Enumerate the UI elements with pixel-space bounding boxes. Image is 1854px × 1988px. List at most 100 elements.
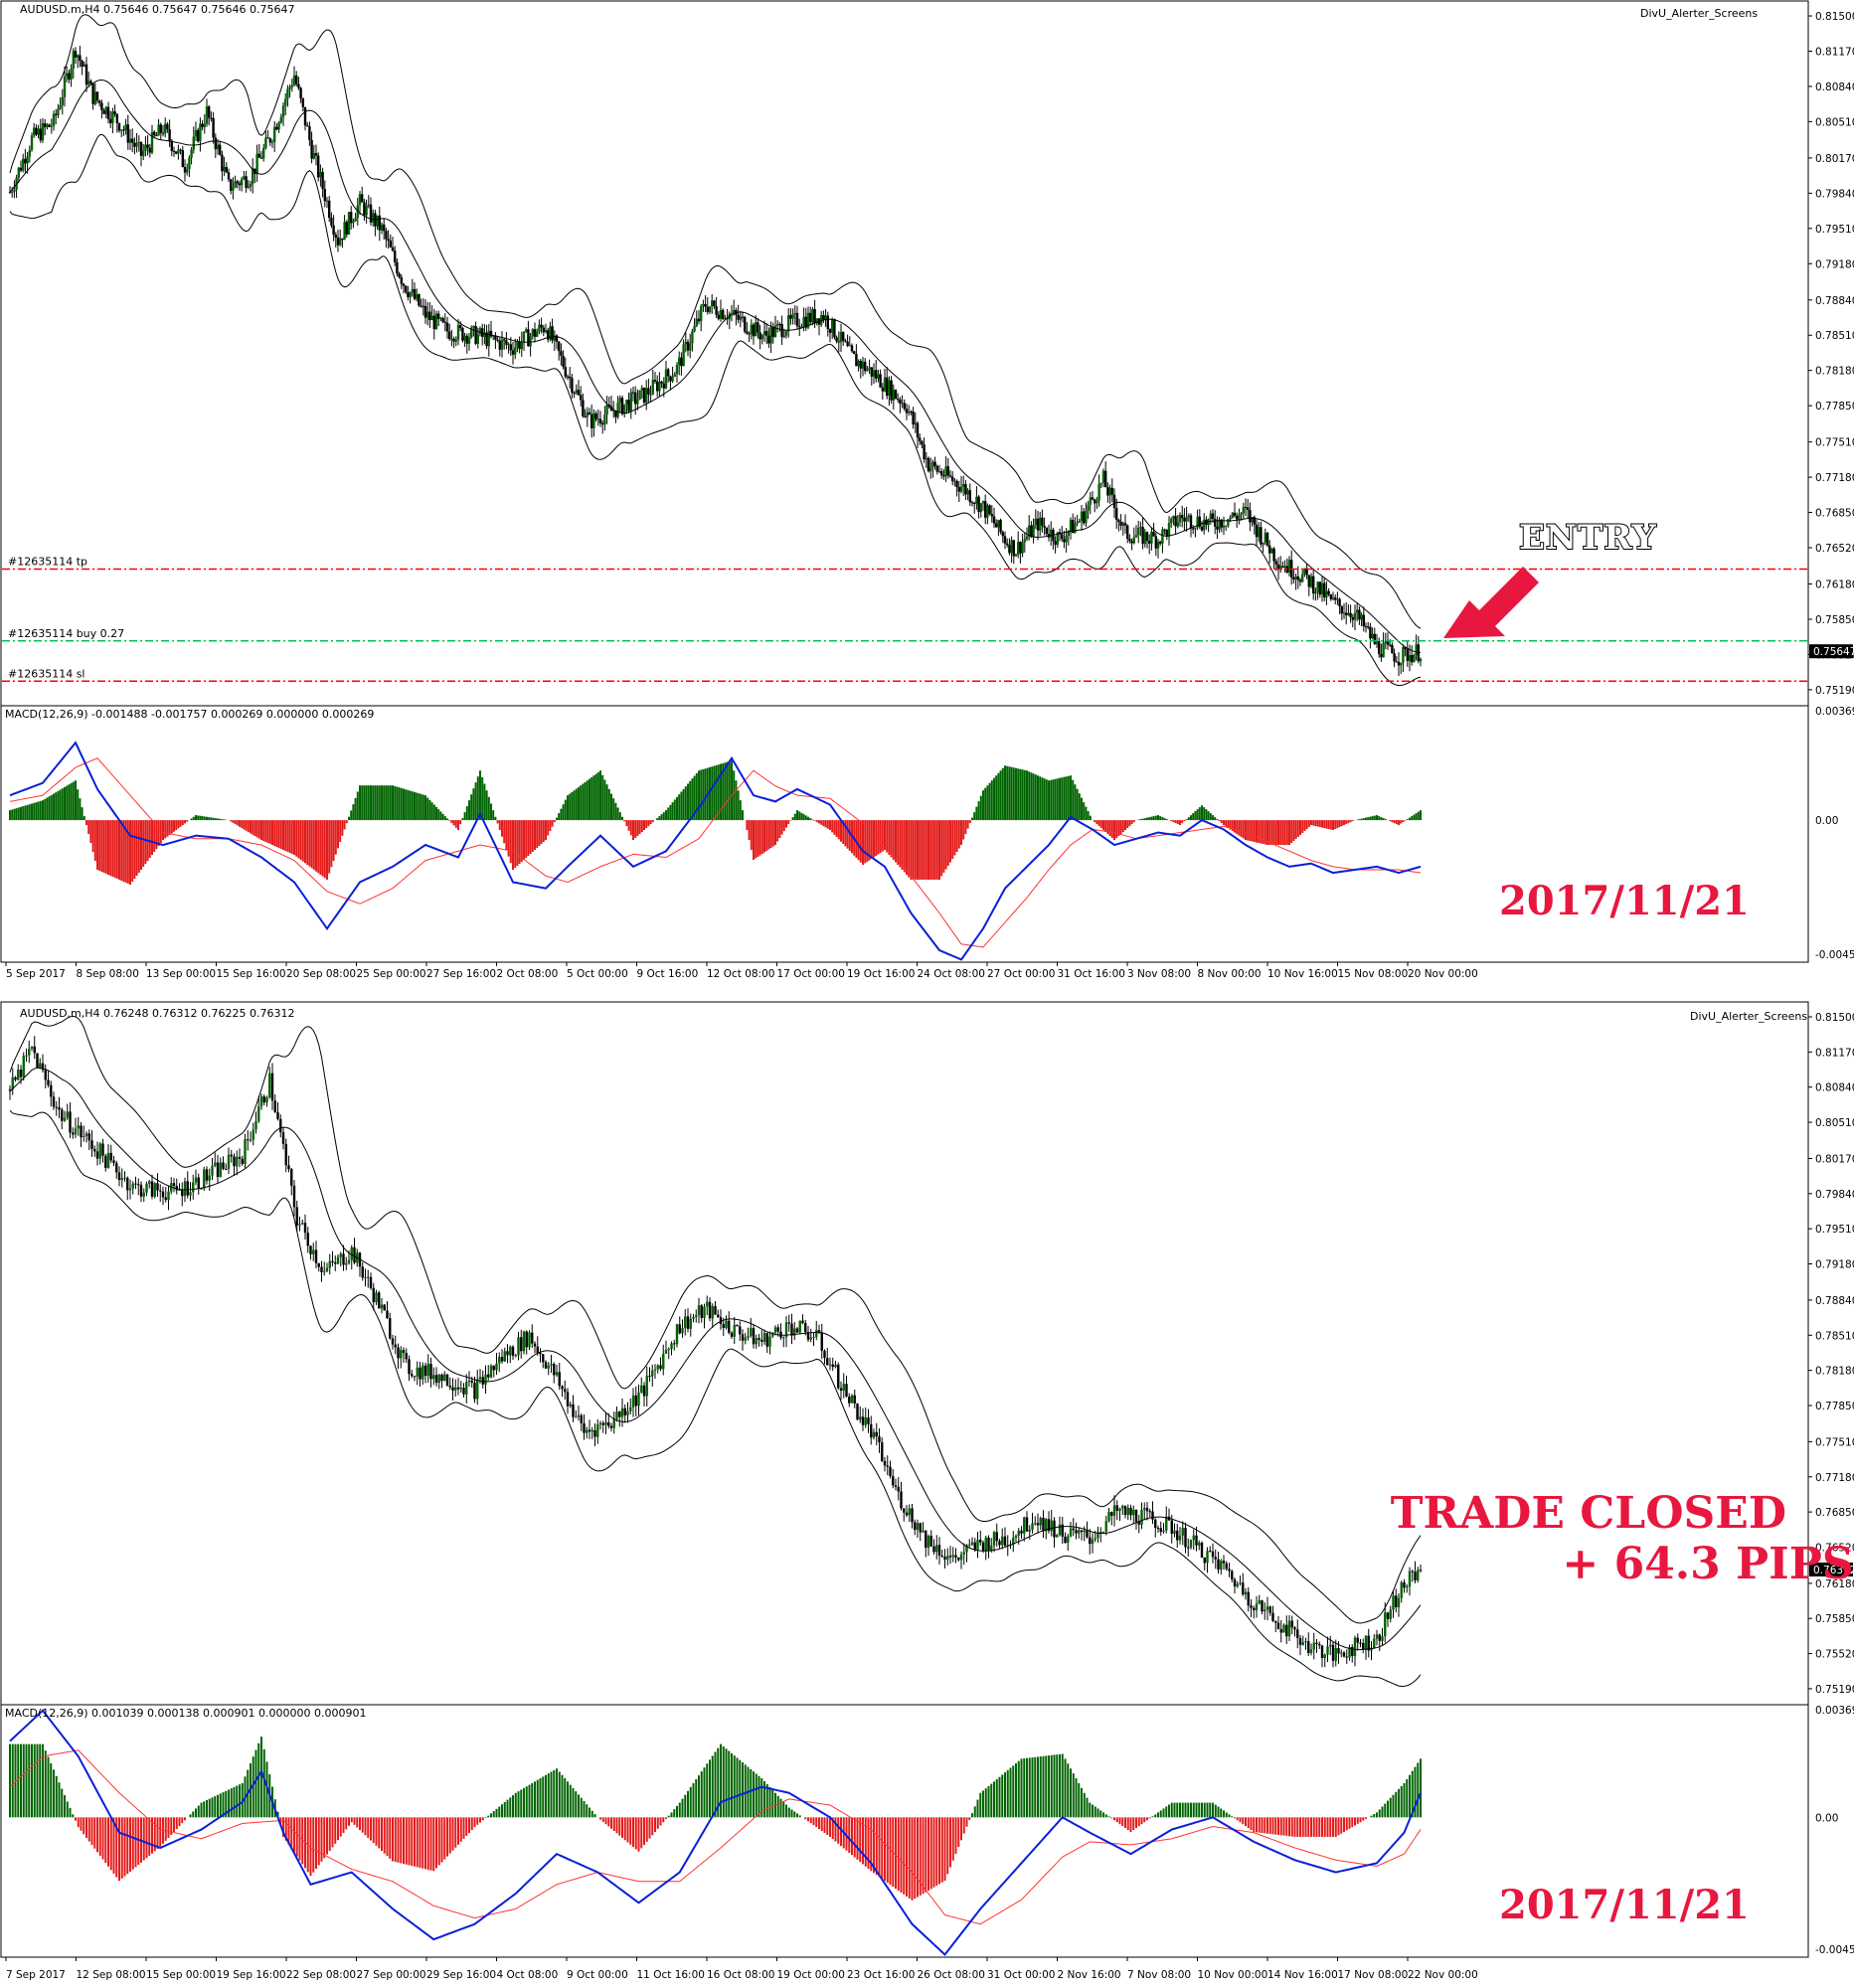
candle-body bbox=[394, 1344, 397, 1348]
candle-body bbox=[1006, 543, 1009, 546]
candle-body bbox=[98, 1143, 101, 1159]
candle-body bbox=[773, 1327, 777, 1333]
candle-body bbox=[875, 370, 878, 379]
candle-body bbox=[387, 239, 390, 242]
candle-body bbox=[744, 1337, 747, 1341]
candle-body bbox=[1338, 598, 1341, 606]
macd-tick-label: 0.003692 bbox=[1815, 1705, 1854, 1717]
candle-body bbox=[828, 328, 832, 333]
candle-body bbox=[1233, 1578, 1237, 1586]
candle-body bbox=[1268, 1606, 1271, 1613]
candle-body bbox=[1329, 1644, 1332, 1647]
candle-body bbox=[1181, 1528, 1184, 1536]
candle-body bbox=[1178, 514, 1182, 523]
candle-body bbox=[1231, 512, 1234, 518]
candle-body bbox=[1359, 1642, 1362, 1644]
candle-body bbox=[992, 1532, 996, 1546]
candle-body bbox=[828, 1364, 832, 1366]
entry-annotation: ENTRY bbox=[1519, 518, 1657, 558]
candle-body bbox=[328, 200, 331, 219]
candle-body bbox=[1413, 654, 1416, 663]
candle-body bbox=[986, 505, 989, 518]
candle-body bbox=[514, 347, 517, 355]
candle-body bbox=[434, 313, 438, 330]
candle-body bbox=[1406, 1586, 1409, 1588]
candle-body bbox=[1134, 535, 1138, 538]
candle-body bbox=[1393, 653, 1396, 662]
candle-body bbox=[857, 361, 860, 367]
candle-body bbox=[908, 411, 911, 414]
candle-body bbox=[1010, 540, 1013, 554]
candle-body bbox=[711, 1305, 714, 1319]
candle-body bbox=[1222, 525, 1226, 528]
candle-body bbox=[41, 123, 45, 141]
candle-body bbox=[13, 189, 16, 192]
candle-body bbox=[456, 324, 460, 340]
candle-body bbox=[30, 135, 34, 150]
candle-body bbox=[430, 315, 433, 321]
candle-body bbox=[131, 1183, 134, 1189]
candle-body bbox=[616, 403, 619, 417]
candle-body bbox=[765, 1333, 768, 1347]
candle-body bbox=[245, 176, 248, 188]
candle-body bbox=[623, 1408, 626, 1415]
candle-body bbox=[83, 1135, 85, 1138]
candle-body bbox=[1364, 1635, 1368, 1650]
trade-closed-annotation: TRADE CLOSED bbox=[1391, 1488, 1786, 1539]
candle-body bbox=[1162, 1530, 1165, 1532]
candle-body bbox=[197, 1177, 200, 1189]
candle-body bbox=[719, 309, 723, 319]
candle-body bbox=[897, 1486, 900, 1492]
candle-body bbox=[1301, 574, 1304, 582]
trade-line-label: #12635114 buy 0.27 bbox=[8, 627, 124, 640]
candle-body bbox=[692, 1316, 695, 1319]
candle-body bbox=[1108, 487, 1111, 496]
candle-body bbox=[456, 1387, 460, 1390]
candle-body bbox=[205, 1169, 209, 1181]
candle-body bbox=[212, 117, 215, 138]
candle-body bbox=[66, 73, 69, 77]
candle-body bbox=[122, 129, 125, 131]
candle-body bbox=[870, 1423, 873, 1438]
candle-body bbox=[773, 325, 777, 337]
candle-body bbox=[1170, 518, 1173, 524]
candle-body bbox=[739, 1326, 742, 1335]
candle-body bbox=[1187, 515, 1190, 517]
candle-body bbox=[1140, 1509, 1143, 1525]
candle-body bbox=[473, 1382, 476, 1400]
candle-body bbox=[795, 312, 799, 327]
candle-body bbox=[314, 153, 318, 156]
candle-body bbox=[1099, 482, 1102, 484]
candle-body bbox=[586, 1429, 589, 1433]
candle-body bbox=[1181, 514, 1184, 519]
candle-body bbox=[1323, 582, 1326, 598]
x-tick-label: 20 Nov 00:00 bbox=[1408, 968, 1478, 980]
candle-body bbox=[981, 501, 985, 504]
candle-body bbox=[741, 316, 745, 318]
candle-body bbox=[1378, 1634, 1381, 1641]
candle-body bbox=[767, 335, 770, 344]
candle-body bbox=[1250, 1605, 1253, 1608]
candle-body bbox=[957, 487, 960, 492]
candle-body bbox=[800, 326, 803, 328]
x-tick-label: 7 Sep 2017 bbox=[6, 1969, 66, 1981]
candle-body bbox=[214, 137, 217, 150]
candle-body bbox=[1132, 537, 1135, 544]
candle-body bbox=[813, 309, 816, 324]
candle-body bbox=[686, 341, 690, 351]
candle-body bbox=[927, 1536, 930, 1549]
candle-body bbox=[1106, 487, 1109, 496]
candle-body bbox=[166, 123, 169, 129]
candle-body bbox=[145, 1183, 148, 1193]
candle-body bbox=[733, 1324, 736, 1337]
candle-body bbox=[1293, 1627, 1296, 1630]
candle-body bbox=[440, 1374, 443, 1382]
candle-body bbox=[1411, 1571, 1414, 1573]
candle-body bbox=[111, 111, 114, 124]
candle-body bbox=[72, 51, 75, 69]
